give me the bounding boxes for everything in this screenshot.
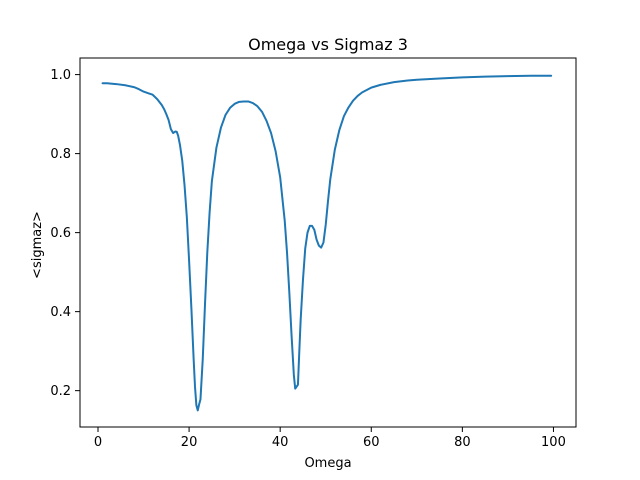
y-tick-label: 0.6 (50, 226, 71, 241)
plot-frame (79, 57, 577, 428)
y-axis-label: <sigmaz> (30, 211, 45, 279)
x-axis-label: Omega (304, 456, 351, 471)
x-tick-label: 60 (363, 435, 380, 450)
y-axis: 0.2 0.4 0.6 0.8 1.0 (50, 68, 80, 399)
chart-title: Omega vs Sigmaz 3 (248, 35, 408, 54)
series-layer (101, 74, 553, 412)
y-tick-label: 0.8 (50, 147, 71, 162)
y-tick-label: 1.0 (50, 68, 71, 83)
x-tick-label: 0 (94, 435, 102, 450)
y-tick-label: 0.2 (50, 384, 71, 399)
y-tick-label: 0.4 (50, 305, 71, 320)
x-tick-label: 80 (454, 435, 471, 450)
x-axis: 0 20 40 60 80 100 (94, 427, 566, 450)
x-tick-label: 40 (272, 435, 289, 450)
x-tick-label: 20 (181, 435, 198, 450)
x-tick-label: 100 (541, 435, 566, 450)
series-line-0 (101, 74, 553, 412)
plot-area (79, 57, 577, 428)
